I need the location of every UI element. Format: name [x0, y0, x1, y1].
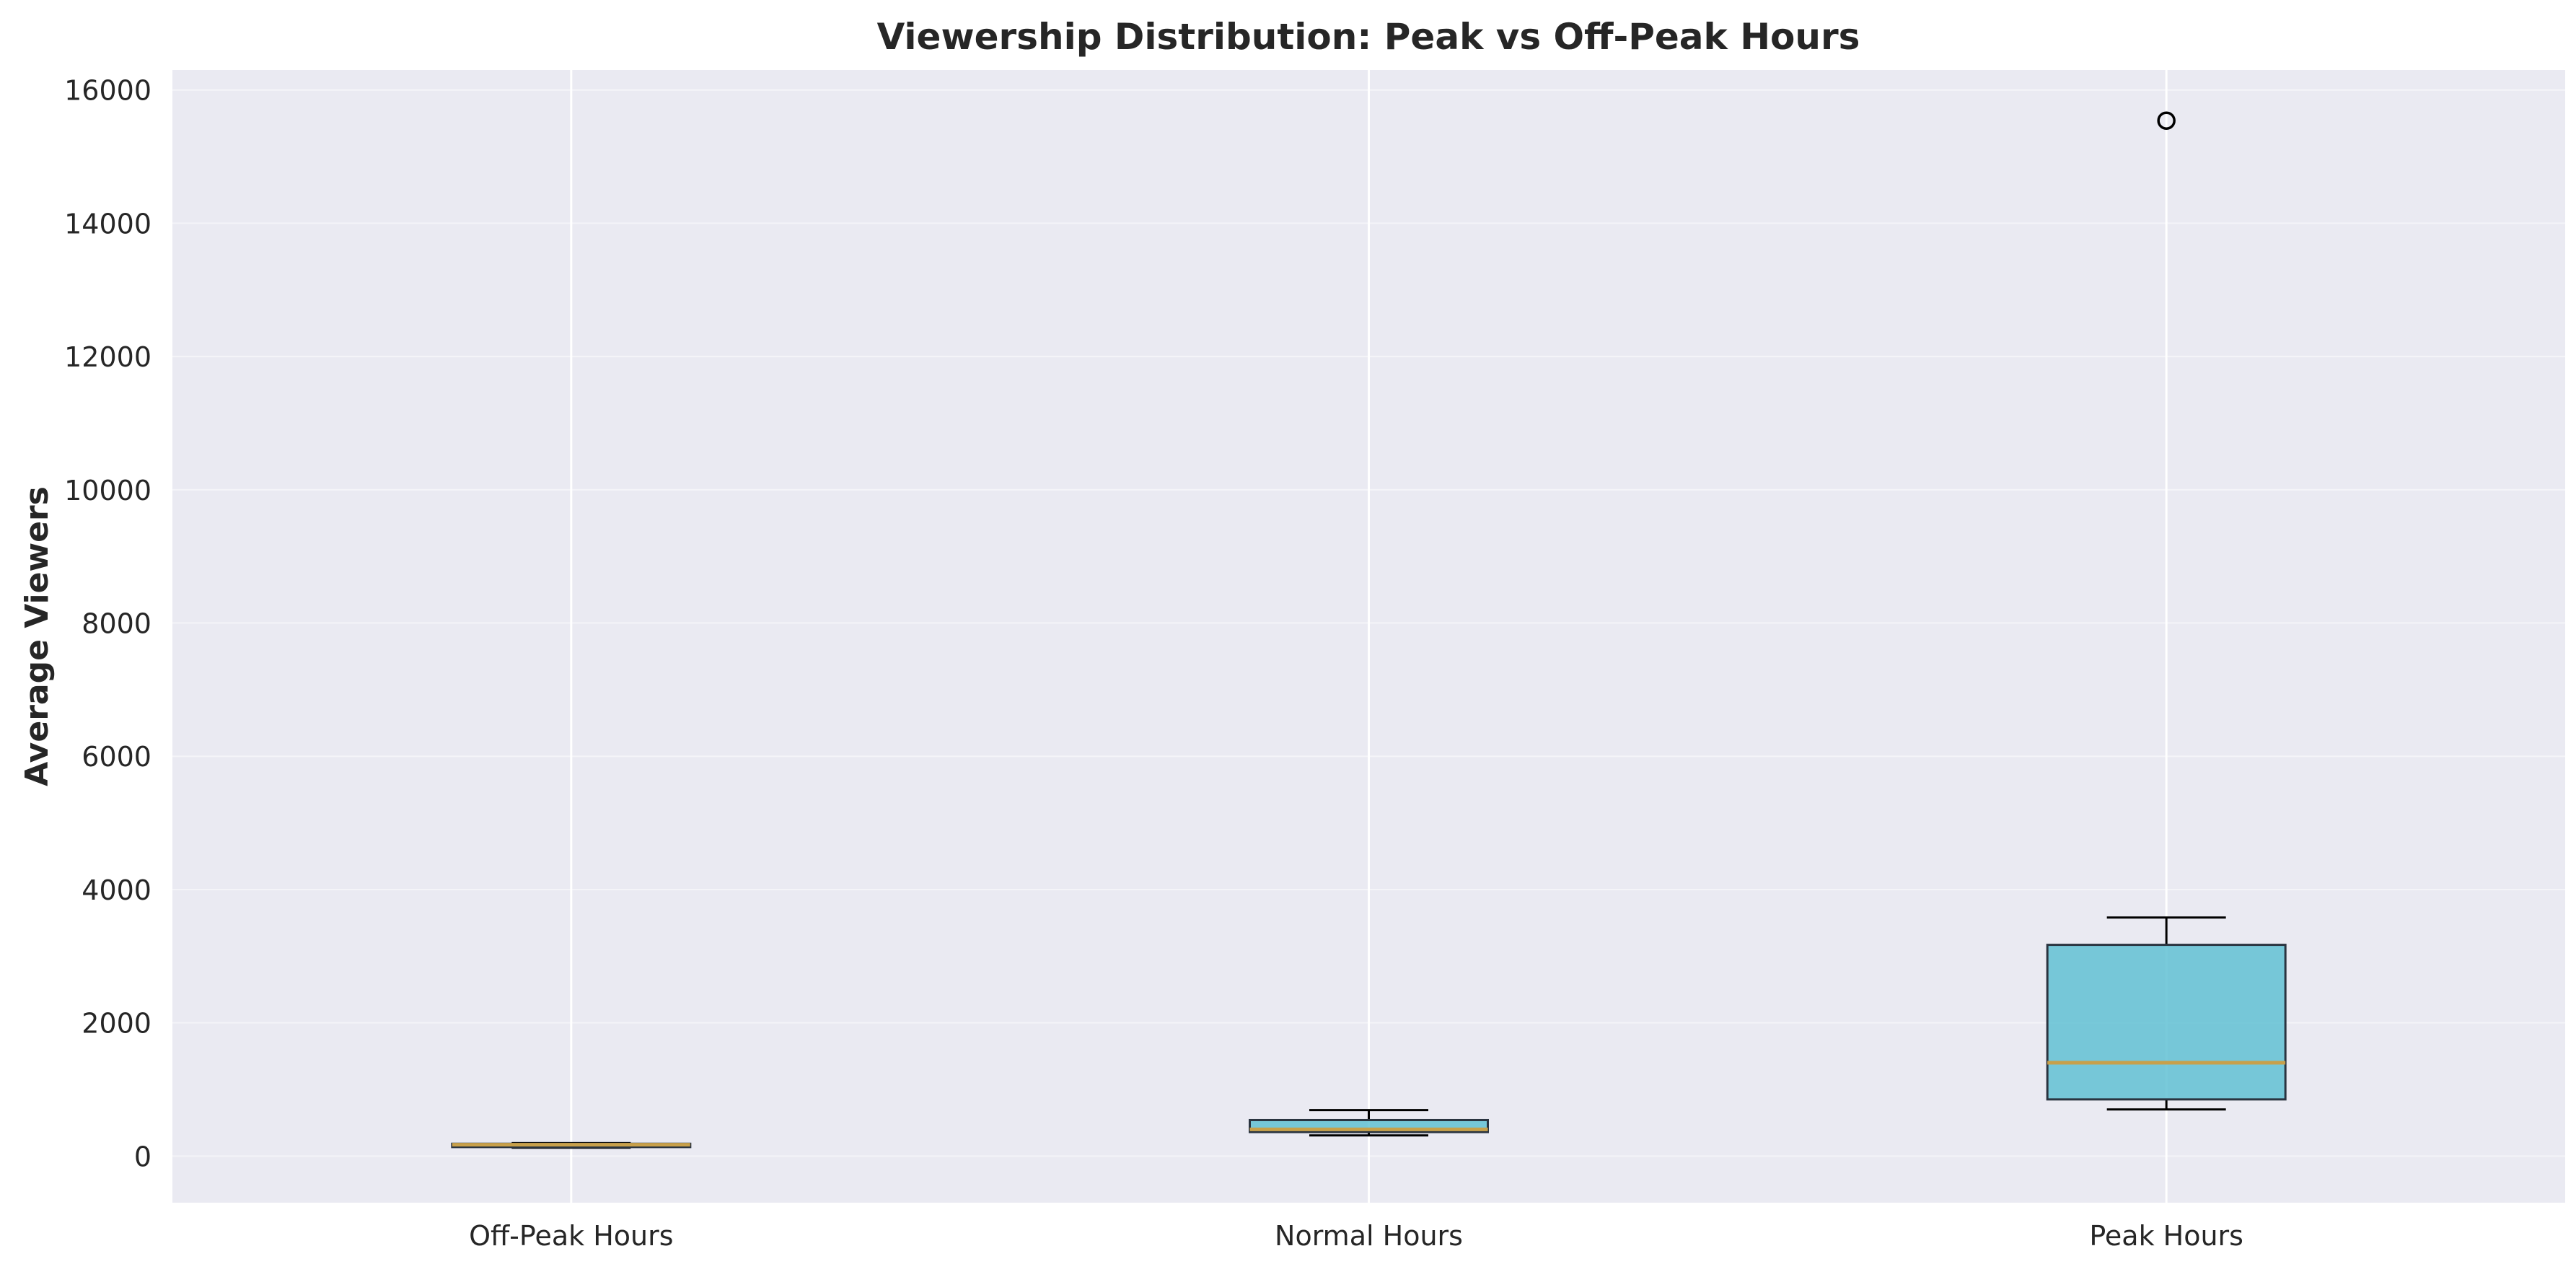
- box-group: [451, 1141, 692, 1149]
- x-tick-label: Peak Hours: [2089, 1220, 2243, 1252]
- y-tick-label: 4000: [82, 874, 151, 906]
- chart-title: Viewership Distribution: Peak vs Off-Pea…: [877, 16, 1860, 58]
- y-tick-label: 0: [134, 1141, 151, 1172]
- y-axis-label: Average Viewers: [19, 486, 56, 786]
- boxes: [451, 111, 2287, 1149]
- y-tick-label: 2000: [82, 1008, 151, 1040]
- outlier-point: [2157, 111, 2176, 130]
- x-tick-labels: Off-Peak Hours Normal Hours Peak Hours: [469, 1220, 2243, 1252]
- y-tick-label: 14000: [64, 208, 151, 240]
- y-tick-label: 16000: [64, 75, 151, 107]
- grid-lines: [172, 70, 2565, 1203]
- y-tick-label: 12000: [64, 341, 151, 373]
- x-tick-label: Normal Hours: [1275, 1220, 1463, 1252]
- y-tick-label: 6000: [82, 741, 151, 773]
- iqr-box: [2046, 944, 2287, 1101]
- box-group: [2046, 111, 2287, 1111]
- y-tick-label: 10000: [64, 475, 151, 506]
- box-group: [1249, 1109, 1489, 1137]
- y-tick-label: 8000: [82, 608, 151, 640]
- x-tick-label: Off-Peak Hours: [469, 1220, 673, 1252]
- y-tick-labels: 0 2000 4000 6000 8000 10000 12000 14000 16000: [64, 75, 151, 1173]
